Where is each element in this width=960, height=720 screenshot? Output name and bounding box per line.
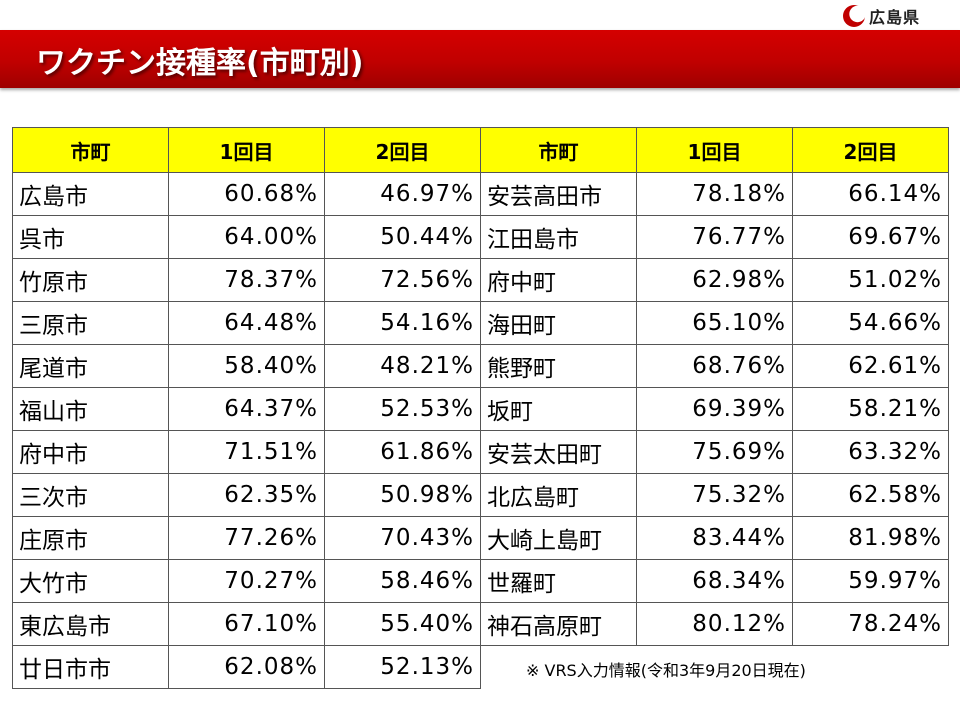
second-dose-cell: 58.46% (324, 559, 481, 603)
table-row: 庄原市 77.26% 70.43% 大崎上島町 83.44% 81.98% (12, 516, 949, 560)
first-dose-cell: 62.98% (636, 258, 793, 302)
second-dose-cell: 46.97% (324, 172, 481, 216)
municipality-cell: 安芸太田町 (480, 430, 637, 474)
first-dose-cell: 78.18% (636, 172, 793, 216)
second-dose-cell: 62.58% (792, 473, 949, 517)
column-header-first-dose-left: 1回目 (168, 127, 325, 173)
second-dose-cell: 52.13% (324, 645, 481, 689)
vaccination-rate-table: 市町 1回目 2回目 市町 1回目 2回目 広島市 60.68% 46.97% … (12, 127, 949, 689)
second-dose-cell: 62.61% (792, 344, 949, 388)
source-note: ※ VRS入力情報(令和3年9月20日現在) (526, 661, 806, 680)
second-dose-cell: 61.86% (324, 430, 481, 474)
municipality-cell: 坂町 (480, 387, 637, 431)
table-row: 三原市 64.48% 54.16% 海田町 65.10% 54.66% (12, 301, 949, 345)
first-dose-cell: 77.26% (168, 516, 325, 560)
municipality-cell: 福山市 (12, 387, 169, 431)
first-dose-cell: 67.10% (168, 602, 325, 646)
first-dose-cell: 58.40% (168, 344, 325, 388)
municipality-cell: 竹原市 (12, 258, 169, 302)
municipality-cell: 府中市 (12, 430, 169, 474)
first-dose-cell: 62.08% (168, 645, 325, 689)
column-header-municipality-right: 市町 (480, 127, 637, 173)
second-dose-cell: 59.97% (792, 559, 949, 603)
column-header-first-dose-right: 1回目 (636, 127, 793, 173)
first-dose-cell: 60.68% (168, 172, 325, 216)
logo-text: 広島県 (869, 8, 921, 27)
first-dose-cell: 69.39% (636, 387, 793, 431)
second-dose-cell: 81.98% (792, 516, 949, 560)
table-row: 廿日市市 62.08% 52.13% (12, 645, 949, 689)
second-dose-cell: 50.44% (324, 215, 481, 259)
column-header-second-dose-right: 2回目 (792, 127, 949, 173)
table-row: 福山市 64.37% 52.53% 坂町 69.39% 58.21% (12, 387, 949, 431)
municipality-cell: 江田島市 (480, 215, 637, 259)
table-row: 呉市 64.00% 50.44% 江田島市 76.77% 69.67% (12, 215, 949, 259)
table-header-row: 市町 1回目 2回目 市町 1回目 2回目 (12, 127, 949, 173)
first-dose-cell: 71.51% (168, 430, 325, 474)
first-dose-cell: 68.76% (636, 344, 793, 388)
first-dose-cell: 62.35% (168, 473, 325, 517)
first-dose-cell: 76.77% (636, 215, 793, 259)
municipality-cell: 府中町 (480, 258, 637, 302)
municipality-cell: 東広島市 (12, 602, 169, 646)
table-row: 三次市 62.35% 50.98% 北広島町 75.32% 62.58% (12, 473, 949, 517)
municipality-cell: 神石高原町 (480, 602, 637, 646)
second-dose-cell: 63.32% (792, 430, 949, 474)
municipality-cell: 廿日市市 (12, 645, 169, 689)
second-dose-cell: 48.21% (324, 344, 481, 388)
column-header-municipality-left: 市町 (12, 127, 169, 173)
municipality-cell: 庄原市 (12, 516, 169, 560)
municipality-cell: 三原市 (12, 301, 169, 345)
title-bar: ワクチン接種率(市町別) (0, 30, 960, 88)
municipality-cell: 広島市 (12, 172, 169, 216)
municipality-cell: 海田町 (480, 301, 637, 345)
municipality-cell: 尾道市 (12, 344, 169, 388)
second-dose-cell: 70.43% (324, 516, 481, 560)
second-dose-cell: 50.98% (324, 473, 481, 517)
second-dose-cell: 55.40% (324, 602, 481, 646)
second-dose-cell: 52.53% (324, 387, 481, 431)
table-row: 府中市 71.51% 61.86% 安芸太田町 75.69% 63.32% (12, 430, 949, 474)
first-dose-cell: 64.37% (168, 387, 325, 431)
table-row: 広島市 60.68% 46.97% 安芸高田市 78.18% 66.14% (12, 172, 949, 216)
municipality-cell: 熊野町 (480, 344, 637, 388)
municipality-cell: 呉市 (12, 215, 169, 259)
municipality-cell: 三次市 (12, 473, 169, 517)
prefecture-logo: 広島県 (842, 3, 920, 29)
first-dose-cell: 64.48% (168, 301, 325, 345)
first-dose-cell: 80.12% (636, 602, 793, 646)
municipality-cell: 安芸高田市 (480, 172, 637, 216)
second-dose-cell: 66.14% (792, 172, 949, 216)
second-dose-cell: 54.66% (792, 301, 949, 345)
second-dose-cell: 69.67% (792, 215, 949, 259)
municipality-cell: 北広島町 (480, 473, 637, 517)
second-dose-cell: 51.02% (792, 258, 949, 302)
column-header-second-dose-left: 2回目 (324, 127, 481, 173)
first-dose-cell: 65.10% (636, 301, 793, 345)
first-dose-cell: 68.34% (636, 559, 793, 603)
hiroshima-mark-icon (843, 5, 866, 27)
first-dose-cell: 78.37% (168, 258, 325, 302)
first-dose-cell: 75.69% (636, 430, 793, 474)
table-row: 東広島市 67.10% 55.40% 神石高原町 80.12% 78.24% (12, 602, 949, 646)
second-dose-cell: 72.56% (324, 258, 481, 302)
second-dose-cell: 54.16% (324, 301, 481, 345)
second-dose-cell: 78.24% (792, 602, 949, 646)
second-dose-cell: 58.21% (792, 387, 949, 431)
table-row: 大竹市 70.27% 58.46% 世羅町 68.34% 59.97% (12, 559, 949, 603)
first-dose-cell: 75.32% (636, 473, 793, 517)
municipality-cell: 世羅町 (480, 559, 637, 603)
first-dose-cell: 64.00% (168, 215, 325, 259)
page-title: ワクチン接種率(市町別) (36, 46, 364, 81)
table-row: 竹原市 78.37% 72.56% 府中町 62.98% 51.02% (12, 258, 949, 302)
municipality-cell: 大竹市 (12, 559, 169, 603)
first-dose-cell: 70.27% (168, 559, 325, 603)
table-row: 尾道市 58.40% 48.21% 熊野町 68.76% 62.61% (12, 344, 949, 388)
municipality-cell: 大崎上島町 (480, 516, 637, 560)
first-dose-cell: 83.44% (636, 516, 793, 560)
